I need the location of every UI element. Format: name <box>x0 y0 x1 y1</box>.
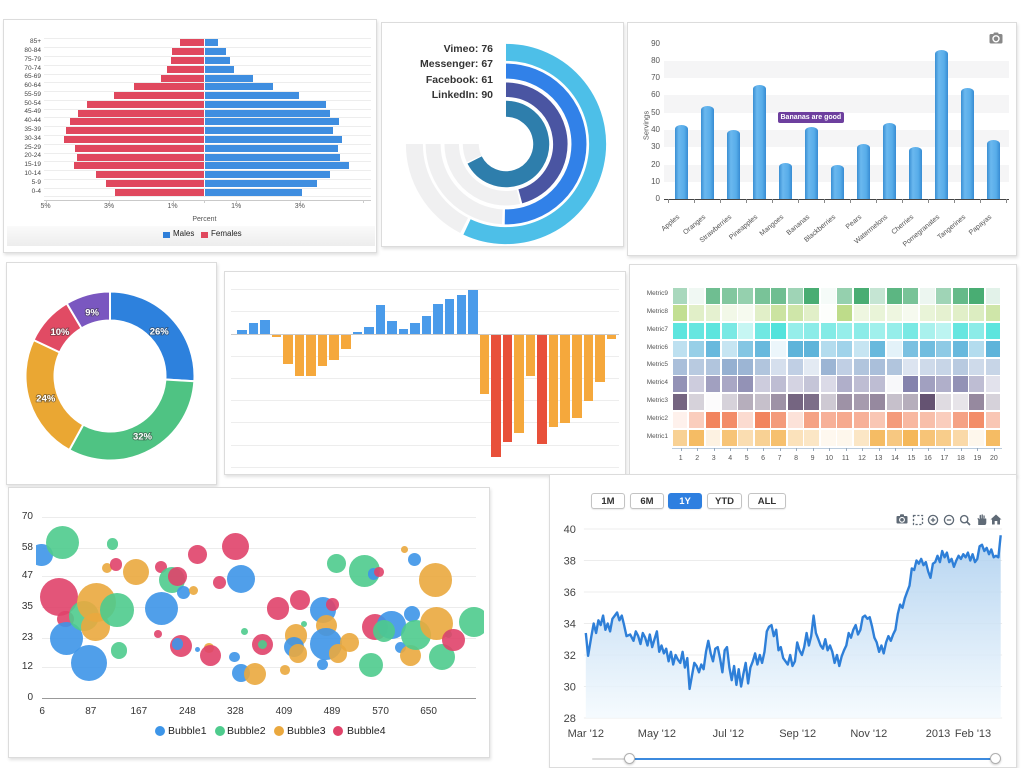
svg-text:34: 34 <box>564 619 576 631</box>
svg-text:Feb '13: Feb '13 <box>955 728 991 740</box>
svg-text:2013: 2013 <box>926 728 950 740</box>
svg-text:Nov '12: Nov '12 <box>850 728 887 740</box>
svg-text:40: 40 <box>564 524 576 536</box>
svg-text:28: 28 <box>564 713 576 725</box>
svg-text:9%: 9% <box>85 307 99 318</box>
svg-text:May '12: May '12 <box>638 728 676 740</box>
svg-text:38: 38 <box>564 556 576 568</box>
svg-text:30: 30 <box>564 682 576 694</box>
svg-text:24%: 24% <box>36 393 56 404</box>
svg-text:32: 32 <box>564 650 576 662</box>
svg-text:26%: 26% <box>150 326 170 337</box>
svg-text:10%: 10% <box>50 327 70 338</box>
svg-text:Sep '12: Sep '12 <box>779 728 816 740</box>
svg-text:36: 36 <box>564 587 576 599</box>
svg-text:32%: 32% <box>133 432 153 443</box>
svg-text:Jul '12: Jul '12 <box>713 728 744 740</box>
svg-text:Mar '12: Mar '12 <box>568 728 604 740</box>
